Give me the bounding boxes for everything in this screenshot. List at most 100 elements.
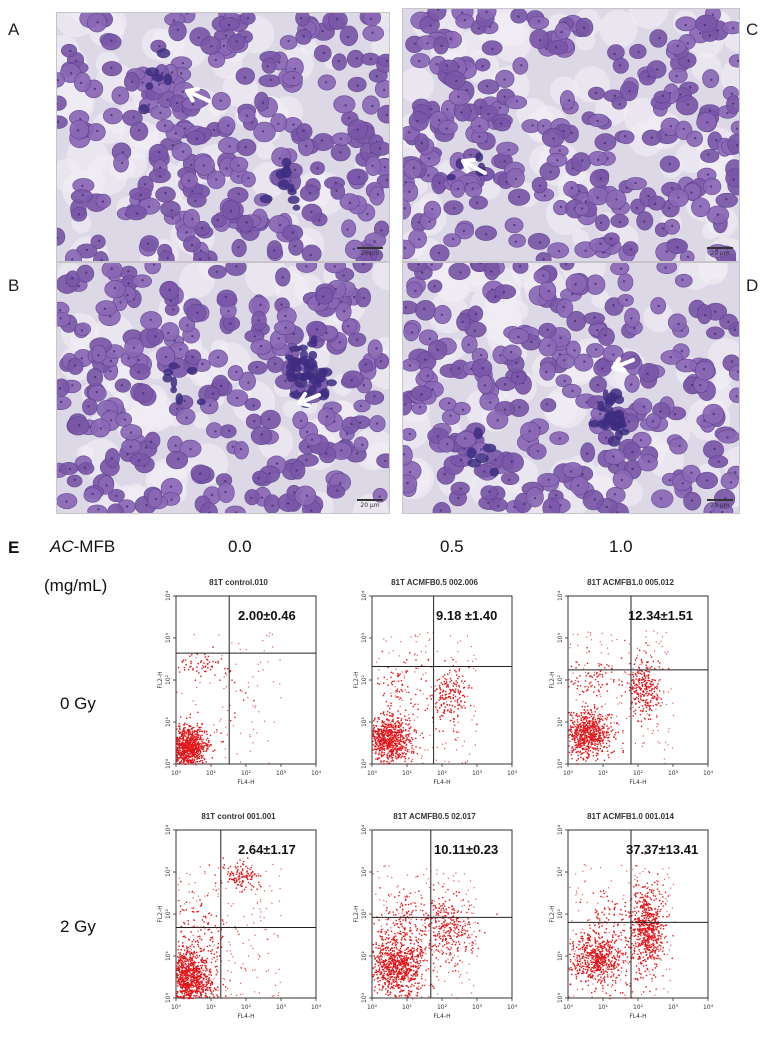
- x-tick-label: 10¹: [402, 1004, 413, 1011]
- x-tick-label: 10⁴: [311, 1004, 322, 1011]
- x-axis-label: FL4-H: [433, 779, 450, 786]
- x-tick-label: 10¹: [402, 770, 413, 777]
- concentration-0: 0.0: [228, 537, 252, 556]
- x-tick-label: 10⁰: [563, 1004, 574, 1011]
- x-axis-label: FL4-H: [237, 779, 254, 786]
- scale-bar: 20 μm: [357, 247, 383, 257]
- y-tick-label: 10¹: [361, 950, 368, 961]
- scatter-dots: [372, 631, 478, 765]
- plot-title: 81T control 001.001: [201, 812, 276, 821]
- concentration-2: 1.0: [609, 537, 633, 556]
- dose-label-0gy: 0 Gy: [60, 694, 96, 713]
- y-axis-label: FL2-H: [157, 671, 164, 688]
- x-tick-label: 10¹: [598, 1004, 609, 1011]
- scatter-dots: [568, 630, 675, 765]
- y-tick-label: 10²: [165, 674, 172, 685]
- unit-label: (mg/mL): [44, 576, 108, 595]
- y-tick-label: 10³: [361, 866, 368, 877]
- x-tick-label: 10⁴: [507, 770, 518, 777]
- quadrant-percentage: 12.34±1.51: [628, 608, 693, 623]
- x-tick-label: 10⁰: [171, 770, 182, 777]
- x-axis-label: FL4-H: [629, 1013, 646, 1020]
- panel-label-e: E: [8, 538, 20, 557]
- y-axis-label: FL2-H: [353, 671, 360, 688]
- plot-title: 81T ACMFB1.0 005.012: [587, 578, 674, 587]
- flow-plot-0gy-0.5: 81T ACMFB0.5 002.006 10⁰ 10⁰ 10¹ 10¹ 10² 10² 1…: [348, 578, 521, 796]
- x-tick-label: 10³: [668, 770, 679, 777]
- quadrant-percentage: 10.11±0.23: [434, 842, 499, 857]
- x-tick-label: 10²: [437, 1004, 448, 1011]
- x-tick-label: 10¹: [598, 770, 609, 777]
- x-tick-label: 10²: [241, 1004, 252, 1011]
- y-tick-label: 10¹: [165, 716, 172, 727]
- x-tick-label: 10²: [241, 770, 252, 777]
- scale-bar: 20 μm: [357, 499, 383, 509]
- micrograph-panel-a: 20 μm: [56, 12, 390, 262]
- y-tick-label: 10⁰: [165, 992, 172, 1003]
- y-tick-label: 10¹: [165, 950, 172, 961]
- x-tick-label: 10⁴: [703, 770, 714, 777]
- y-tick-label: 10²: [165, 908, 172, 919]
- y-tick-label: 10³: [557, 632, 564, 643]
- scatter-dots: [176, 857, 282, 1000]
- y-tick-label: 10⁴: [361, 590, 368, 601]
- y-tick-label: 10³: [557, 866, 564, 877]
- scatter-dots: [568, 853, 676, 1000]
- panel-label-b: B: [8, 276, 20, 295]
- y-tick-label: 10²: [557, 908, 564, 919]
- flow-plot-2gy-0.0: 81T control 001.001 10⁰ 10⁰ 10¹ 10¹ 10² 10² 10…: [152, 812, 325, 1030]
- micrograph-panel-c: 20 μm: [402, 8, 740, 262]
- flow-plot-2gy-1.0: 81T ACMFB1.0 001.014 10⁰ 10⁰ 10¹ 10¹ 10² 10² 1…: [544, 812, 717, 1030]
- x-tick-label: 10¹: [206, 1004, 217, 1011]
- y-tick-label: 10⁰: [361, 992, 368, 1003]
- y-tick-label: 10⁴: [165, 824, 172, 835]
- y-axis-label: FL2-H: [549, 905, 556, 922]
- panel-label-d: D: [746, 276, 759, 295]
- y-tick-label: 10³: [361, 632, 368, 643]
- x-axis-label: FL4-H: [237, 1013, 254, 1020]
- x-tick-label: 10⁴: [703, 1004, 714, 1011]
- y-tick-label: 10²: [557, 674, 564, 685]
- y-tick-label: 10⁰: [361, 758, 368, 769]
- panel-label-c: C: [746, 20, 759, 39]
- y-tick-label: 10¹: [361, 716, 368, 727]
- quadrant-percentage: 9.18 ±1.40: [436, 608, 498, 623]
- y-tick-label: 10²: [361, 908, 368, 919]
- y-tick-label: 10⁰: [557, 758, 564, 769]
- x-tick-label: 10³: [472, 1004, 483, 1011]
- x-tick-label: 10⁰: [367, 1004, 378, 1011]
- y-axis-label: FL2-H: [157, 905, 164, 922]
- x-tick-label: 10²: [633, 770, 644, 777]
- dose-label-2gy: 2 Gy: [60, 917, 96, 936]
- plot-frame: [371, 829, 513, 999]
- y-tick-label: 10²: [361, 674, 368, 685]
- treatment-prefix: AC: [50, 537, 74, 556]
- scale-bar: 20 μm: [707, 247, 733, 257]
- x-tick-label: 10¹: [206, 770, 217, 777]
- y-tick-label: 10⁴: [361, 824, 368, 835]
- plot-title: 81T ACMFB0.5 02.017: [393, 812, 476, 821]
- y-tick-label: 10⁴: [165, 590, 172, 601]
- y-tick-label: 10⁰: [557, 992, 564, 1003]
- flow-plot-2gy-0.5: 81T ACMFB0.5 02.017 10⁰ 10⁰ 10¹ 10¹ 10² 10² 10…: [348, 812, 521, 1030]
- x-tick-label: 10⁴: [311, 770, 322, 777]
- x-tick-label: 10⁰: [563, 770, 574, 777]
- quadrant-percentage: 2.64±1.17: [238, 842, 296, 857]
- x-axis-label: FL4-H: [433, 1013, 450, 1020]
- plot-title: 81T control.010: [209, 578, 268, 587]
- x-tick-label: 10²: [633, 1004, 644, 1011]
- y-tick-label: 10⁰: [165, 758, 172, 769]
- x-tick-label: 10⁰: [171, 1004, 182, 1011]
- y-tick-label: 10³: [165, 632, 172, 643]
- x-tick-label: 10³: [668, 1004, 679, 1011]
- plot-frame: [175, 595, 317, 765]
- flow-plot-0gy-1.0: 81T ACMFB1.0 005.012 10⁰ 10⁰ 10¹ 10¹ 10² 10² 1…: [544, 578, 717, 796]
- x-tick-label: 10³: [472, 770, 483, 777]
- y-tick-label: 10⁴: [557, 590, 564, 601]
- treatment-suffix: -MFB: [73, 537, 116, 556]
